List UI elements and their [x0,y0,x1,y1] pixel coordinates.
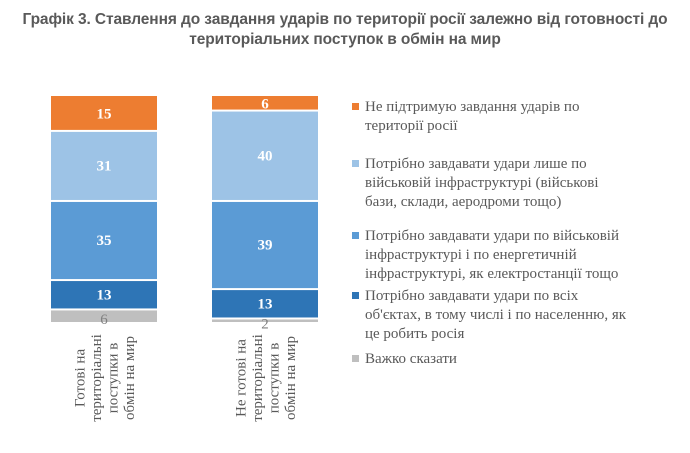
category-label-line: Не готові на [233,339,249,417]
data-label: 15 [97,106,112,122]
category-label-line: поступки в [105,343,121,414]
legend-marker-icon [352,160,359,167]
bar-segment [212,96,318,110]
bar-segment [51,310,157,322]
data-label: 31 [97,158,112,174]
data-label: 2 [261,317,269,333]
bar-stack-2: 2 13 39 40 6 [212,96,318,333]
legend-label-line: території росії [365,118,458,134]
data-label: 13 [258,296,273,312]
bar-segment [51,281,157,309]
bar-segment [212,111,318,200]
category-label-line: поступки в [266,343,282,414]
chart-title-line-2: територіальних поступок в обмін на мир [189,31,501,48]
legend-label-line: це робить росія [365,326,465,342]
legend-label-line: Потрібно завдавати удари лише по [365,156,587,172]
legend-item: Потрібно завдавати удари по всіх об'єктах… [352,287,685,344]
category-label-line: обмін на мир [283,336,299,420]
legend-label-line: Потрібно завдавати удари по військовій [365,228,619,244]
bar-segment [51,96,157,130]
legend-marker-icon [352,232,359,239]
bar-segment [51,201,157,280]
legend-label-line: Не підтримую завдання ударів по [365,99,580,115]
legend-marker-icon [352,355,359,362]
bar-segment [212,290,318,318]
legend-label-line: Потрібно завдавати удари по всіх [365,288,579,304]
data-label: 40 [258,148,273,164]
category-label: Не готові на територіальні поступки в обмін… [233,334,299,422]
legend-label-line: військовій інфраструктурі (військові [365,175,599,191]
bar-segment [51,131,157,200]
legend-item: Потрібно завдавати удари лише по військов… [352,155,685,212]
legend-label-line: інфраструктурі і по енергетичній [365,247,577,263]
legend-label-line: Важко сказати [365,351,457,367]
legend-marker-icon [352,103,359,110]
category-label-line: обмін на мир [122,336,138,420]
legend-label-line: об'єктах, в тому числі і по населенню, я… [365,307,627,323]
chart-title: Графік 3. Ставлення до завдання ударів п… [0,10,690,50]
data-label: 6 [100,312,108,328]
legend-item: Важко сказати [352,350,685,369]
category-label-line: територіальні [250,334,266,422]
legend-marker-icon [352,292,359,299]
chart-title-line-1: Графік 3. Ставлення до завдання ударів п… [22,11,668,28]
legend-item: Не підтримую завдання ударів по території… [352,98,685,136]
category-label: Готові на територіальні поступки в обмін на… [72,334,138,422]
bar-stack-1: 6 13 35 31 15 [51,96,157,328]
bar-segment [212,319,318,322]
legend-label-line: бази, склади, аеродроми тощо) [365,194,562,210]
data-label: 6 [261,96,269,112]
legend-item: Потрібно завдавати удари по військовій ін… [352,227,685,284]
legend-label-line: інфраструктурі, як електростанції тощо [365,266,619,282]
data-label: 13 [97,287,112,303]
data-label: 35 [97,233,112,249]
category-label-line: територіальні [89,334,105,422]
data-label: 39 [258,238,273,254]
bar-segment [212,201,318,289]
category-label-line: Готові на [72,349,88,408]
